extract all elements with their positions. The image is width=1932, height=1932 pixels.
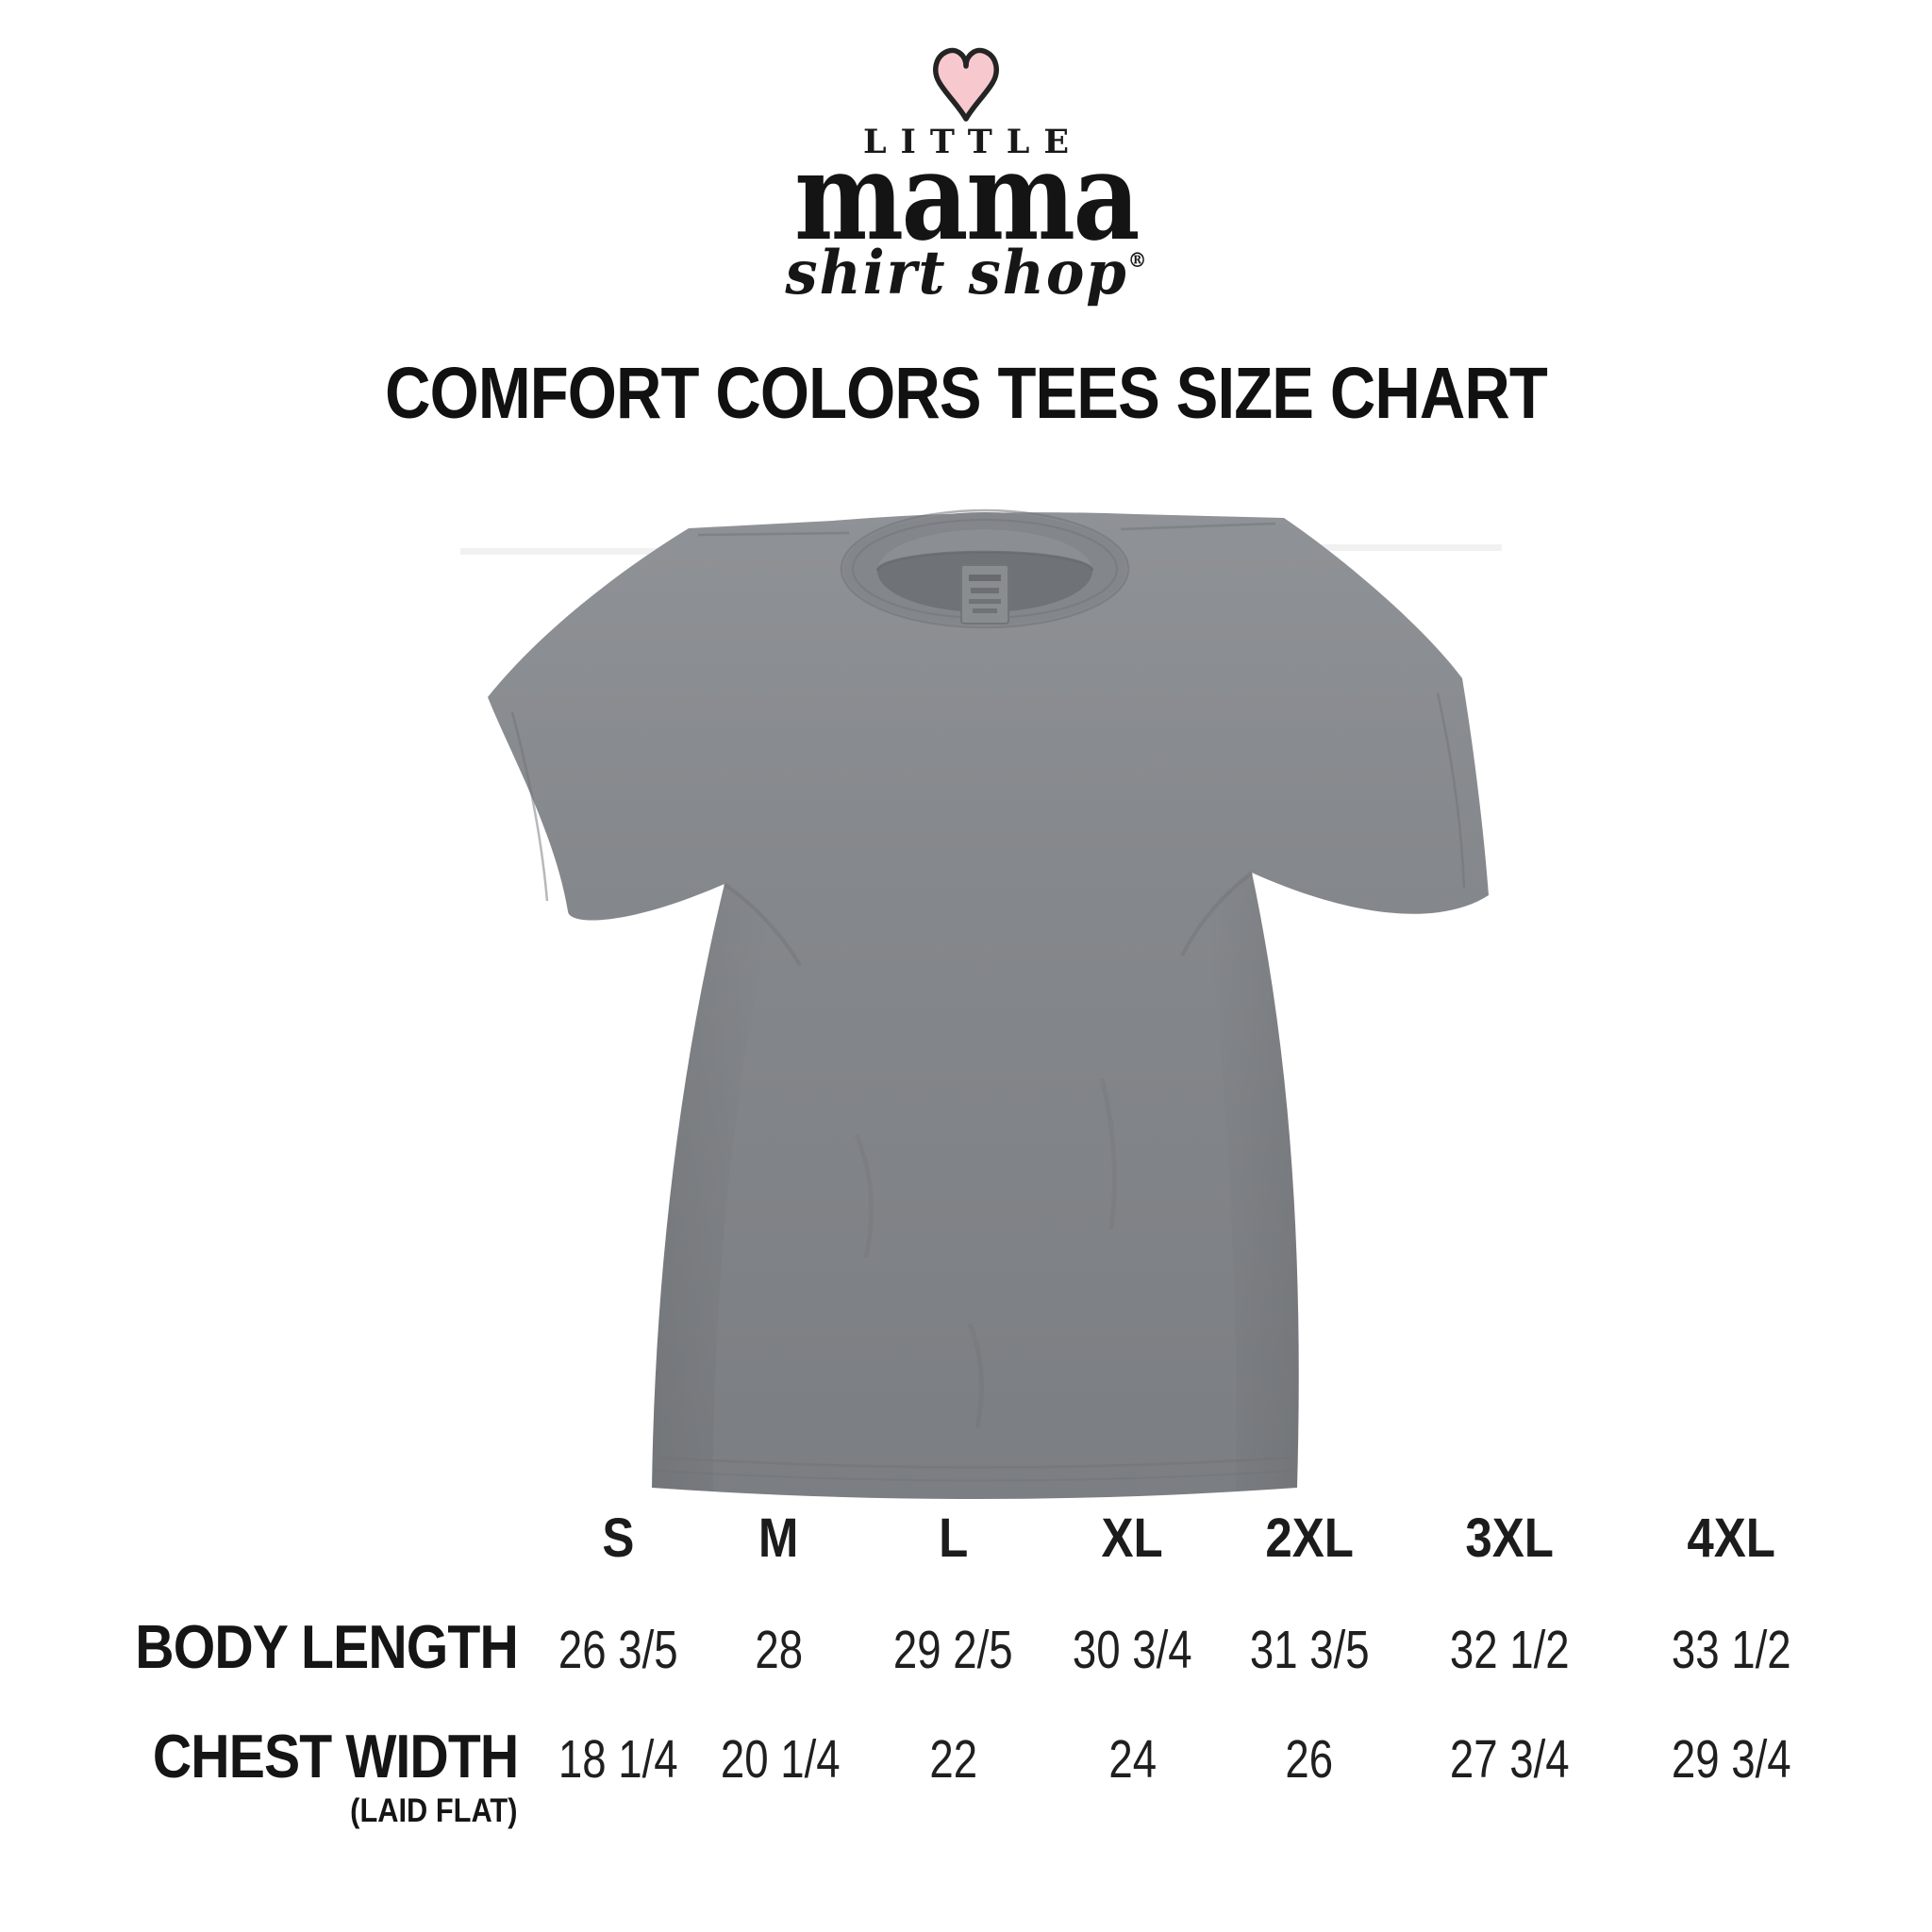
body-length-m: 28 [755,1620,803,1680]
size-column-3xl: 3XL [1465,1507,1555,1569]
chest-width-sublabel: (LAID FLAT) [350,1792,518,1830]
logo-word-mama: mama [794,125,1140,268]
size-column-s: S [602,1507,635,1569]
size-column-2xl: 2XL [1265,1507,1354,1569]
chest-width-row: CHEST WIDTH (LAID FLAT) 18 1/4 20 1/4 22… [83,1724,1852,1829]
body-length-2xl: 31 3/5 [1249,1620,1370,1680]
neck-label [960,564,1009,625]
chest-width-2xl: 26 [1285,1729,1334,1790]
size-column-xl: XL [1101,1507,1164,1569]
size-column-m: M [758,1507,799,1569]
registered-trademark: ® [1127,248,1147,272]
logo-word-little: LITTLE [862,123,1084,161]
body-length-xl: 30 3/4 [1073,1620,1192,1680]
body-length-s: 26 3/5 [558,1620,678,1680]
photo-backdrop-edge [460,548,696,555]
body-length-row: BODY LENGTH 26 3/5 28 29 2/5 30 3/4 31 3… [83,1612,1852,1681]
logo-script-text: shirt shop [785,238,1128,308]
body-length-l: 29 2/5 [893,1620,1013,1680]
page-title: COMFORT COLORS TEES SIZE CHART [385,353,1548,434]
logo-word-shirt-shop: shirt shop® [48,243,1884,304]
size-column-4xl: 4XL [1687,1507,1776,1569]
size-header-row: S M L XL 2XL 3XL 4XL [83,1507,1852,1569]
chest-width-label: CHEST WIDTH (LAID FLAT) [152,1722,518,1830]
chest-width-m: 20 1/4 [720,1729,841,1790]
tshirt-photo [460,475,1502,1542]
chest-width-l: 22 [929,1729,977,1790]
chest-width-xl: 24 [1108,1729,1157,1790]
body-length-4xl: 33 1/2 [1672,1620,1791,1680]
chest-width-s: 18 1/4 [558,1729,678,1790]
heart-icon [927,42,1005,126]
size-column-l: L [938,1507,969,1569]
chest-width-4xl: 29 3/4 [1672,1729,1791,1790]
body-length-label: BODY LENGTH [135,1612,518,1681]
tshirt-body [488,512,1489,1500]
chest-width-3xl: 27 3/4 [1450,1729,1570,1790]
body-length-3xl: 32 1/2 [1450,1620,1570,1680]
